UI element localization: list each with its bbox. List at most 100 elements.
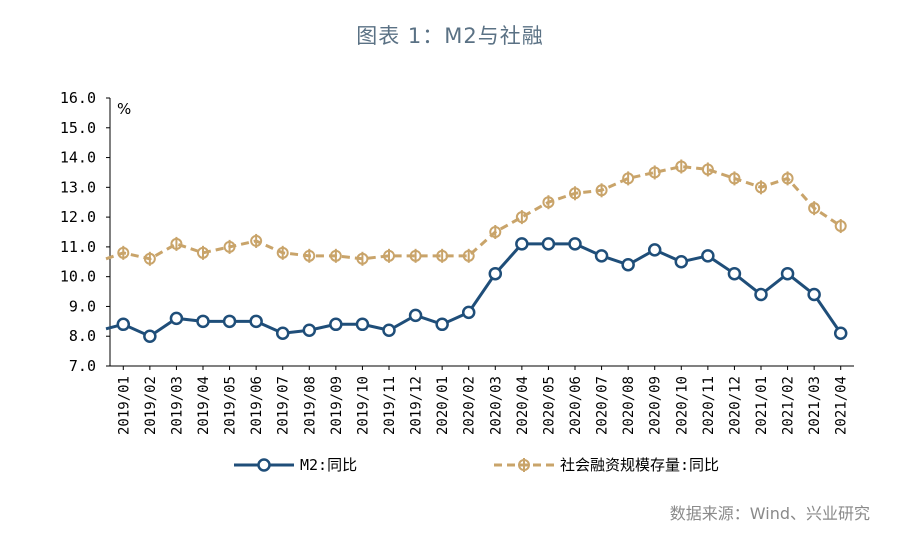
m2-point: [355, 317, 370, 332]
m2-point: [249, 314, 263, 329]
x-tick-label: 2020/03: [488, 376, 504, 435]
social-financing-point: [117, 245, 130, 260]
legend-item-social-financing: 社会融资规模存量:同比: [494, 456, 719, 474]
x-tick-label: 2020/05: [541, 376, 557, 435]
legend-label-m2: M2:同比: [300, 456, 357, 474]
social-financing-point: [781, 171, 794, 186]
social-financing-point: [489, 225, 502, 239]
m2-point: [754, 287, 768, 302]
social-financing-point: [462, 248, 475, 263]
social-financing-point: [329, 248, 342, 263]
y-axis-unit-label: %: [117, 100, 131, 118]
x-tick-label: 2019/06: [249, 376, 265, 435]
social-financing-point: [595, 183, 608, 198]
m2-point: [594, 249, 609, 263]
x-tick-label: 2019/09: [329, 376, 345, 435]
x-tick-label: 2020/04: [515, 376, 531, 435]
y-tick-label: 13.0: [60, 178, 96, 196]
social-financing-point: [276, 245, 289, 260]
x-tick-label: 2019/08: [302, 376, 318, 435]
x-tick-label: 2019/11: [382, 376, 398, 435]
social-financing-point: [728, 171, 741, 186]
x-tick-label: 2020/06: [568, 376, 584, 435]
m2-point: [435, 317, 449, 332]
x-tick-label: 2019/01: [116, 376, 132, 435]
social-financing-point: [250, 233, 263, 248]
x-tick-label: 2020/11: [701, 376, 717, 435]
m2-point: [674, 255, 689, 269]
legend-label-social-financing: 社会融资规模存量:同比: [560, 456, 719, 474]
social-financing-point: [542, 195, 555, 210]
social-financing-point: [409, 248, 422, 263]
y-tick-label: 9.0: [69, 297, 96, 315]
m2-point: [833, 326, 848, 340]
social-financing-point: [675, 159, 688, 174]
m2-point: [515, 237, 529, 251]
m2-point: [488, 266, 503, 281]
m2-point: [275, 326, 290, 340]
y-tick-label: 16.0: [60, 89, 96, 107]
x-tick-label: 2019/12: [409, 376, 425, 435]
m2-point: [727, 266, 742, 281]
x-tick-label: 2019/04: [196, 376, 212, 435]
y-tick-label: 12.0: [60, 208, 96, 226]
m2-point: [382, 323, 396, 338]
social-financing-point: [515, 210, 528, 225]
series-layer: [105, 159, 848, 343]
y-tick-label: 8.0: [69, 327, 96, 345]
social-financing-point: [834, 219, 847, 234]
x-tick-label: 2019/10: [355, 376, 371, 435]
social-financing-point: [569, 186, 581, 201]
x-tick-label: 2020/10: [674, 376, 690, 435]
social-financing-point: [143, 251, 156, 266]
m2-point: [329, 317, 343, 332]
m2-point: [647, 243, 662, 257]
legend: M2:同比 社会融资规模存量:同比: [234, 456, 719, 474]
x-tick-label: 2020/12: [727, 376, 743, 435]
series-m2: [105, 237, 848, 343]
m2-point: [780, 266, 795, 281]
y-tick-label: 7.0: [69, 357, 96, 375]
m2-point: [461, 305, 476, 320]
chart-title: 图表 1：M2与社融: [356, 24, 544, 48]
x-tick-label: 2020/02: [462, 376, 478, 435]
y-axis: 7.0 8.0 9.0 10.0 11.0 12.0 13.0 14.0 15.0 16.0: [60, 89, 110, 375]
y-tick-label: 11.0: [60, 238, 96, 256]
social-financing-point: [808, 201, 821, 216]
x-tick-label: 2021/02: [781, 376, 797, 435]
m2-point: [222, 314, 237, 329]
x-tick-label: 2021/03: [807, 376, 823, 435]
y-tick-label: 15.0: [60, 119, 96, 137]
social-financing-point: [648, 165, 661, 180]
y-tick-label: 10.0: [60, 268, 96, 286]
x-tick-label: 2020/08: [621, 376, 637, 435]
m2-point: [408, 308, 423, 323]
x-tick-label: 2019/03: [169, 376, 185, 435]
series-social-financing: [105, 159, 847, 266]
social-financing-point: [197, 245, 209, 260]
social-financing-point: [755, 180, 767, 195]
m2-point: [568, 237, 582, 251]
social-financing-line: [105, 164, 842, 261]
x-tick-label: 2020/07: [595, 376, 611, 435]
social-financing-point: [170, 236, 183, 251]
x-axis: 2019/01 2019/02 2019/03 2019/04 2019/05 2019/…: [116, 366, 850, 435]
social-financing-point: [223, 239, 236, 254]
x-tick-label: 2019/05: [223, 376, 239, 435]
social-financing-point: [622, 171, 635, 186]
m2-point: [196, 314, 210, 329]
social-financing-point: [383, 248, 395, 263]
m2-point: [541, 237, 556, 251]
social-financing-point: [356, 251, 369, 266]
x-tick-label: 2020/09: [648, 376, 664, 435]
social-financing-point: [436, 248, 449, 263]
m2-point: [169, 311, 184, 326]
x-tick-label: 2021/04: [834, 376, 850, 435]
m2-point: [701, 249, 715, 263]
y-tick-label: 14.0: [60, 149, 96, 167]
axes-lines: [109, 98, 854, 367]
m2-point: [621, 258, 635, 272]
x-tick-label: 2019/07: [276, 376, 292, 435]
source-note: 数据来源：Wind、兴业研究: [669, 504, 870, 523]
